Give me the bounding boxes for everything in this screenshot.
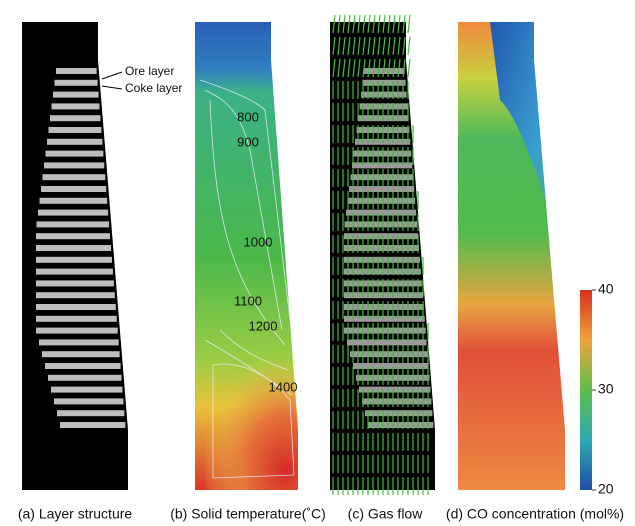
layer — [54, 398, 123, 404]
layer — [36, 245, 111, 251]
temperature-field — [195, 22, 300, 492]
figure: Ore layer Coke layer 800 900 1000 1100 1200 1… — [0, 0, 635, 526]
caption: (c) Gas flow — [348, 506, 424, 522]
layer — [53, 92, 99, 98]
layer — [353, 363, 429, 369]
co-field — [458, 22, 568, 492]
layer — [38, 210, 108, 216]
layer — [344, 304, 424, 310]
layer — [45, 363, 121, 369]
contour-label: 1100 — [234, 293, 262, 308]
layer — [345, 221, 418, 227]
layer — [44, 162, 104, 168]
layer — [46, 151, 104, 157]
layer — [351, 174, 414, 180]
layer — [36, 292, 115, 298]
layer — [55, 80, 98, 86]
layer — [36, 257, 112, 263]
layer — [43, 174, 106, 180]
layer — [36, 316, 117, 322]
tick-label: 30 — [598, 381, 614, 397]
layer — [48, 375, 122, 381]
layer — [41, 186, 106, 192]
caption: (d) CO concentration (mol%) — [446, 506, 624, 522]
tick-label: 20 — [598, 481, 614, 497]
layer — [49, 127, 102, 133]
layer — [365, 410, 432, 416]
layer — [52, 103, 100, 109]
layer — [42, 351, 120, 357]
layer — [36, 328, 118, 334]
layer — [50, 115, 100, 121]
pointer — [102, 86, 122, 89]
contour-label: 800 — [237, 109, 259, 124]
layer — [363, 80, 406, 86]
layer — [359, 387, 430, 393]
tick-label: 40 — [598, 281, 614, 297]
colorbar — [580, 290, 592, 490]
layer — [40, 198, 108, 204]
layer — [47, 139, 102, 145]
contour-label: 1000 — [244, 234, 273, 249]
layer — [346, 210, 416, 216]
layer — [56, 68, 97, 74]
layer — [350, 351, 428, 357]
vector — [408, 59, 410, 77]
contour-label: 900 — [237, 134, 259, 149]
annotation: Ore layer — [125, 64, 174, 78]
layer — [51, 387, 122, 393]
layer — [347, 339, 427, 345]
layer — [36, 269, 113, 275]
caption: (a) Layer structure — [18, 506, 133, 522]
contour-label: 1400 — [269, 379, 298, 394]
caption: (b) Solid temperature(˚C) — [170, 506, 326, 522]
contour-label: 1200 — [249, 318, 278, 333]
layer — [344, 233, 418, 239]
layer — [36, 233, 110, 239]
layer — [37, 221, 110, 227]
layer — [57, 410, 124, 416]
layer — [39, 339, 119, 345]
layer — [349, 186, 414, 192]
vector — [408, 15, 410, 33]
annotation: Coke layer — [125, 81, 182, 95]
layer — [36, 280, 114, 286]
vector — [408, 37, 410, 55]
layer — [36, 304, 116, 310]
layer — [60, 422, 125, 428]
pointer — [102, 72, 122, 79]
